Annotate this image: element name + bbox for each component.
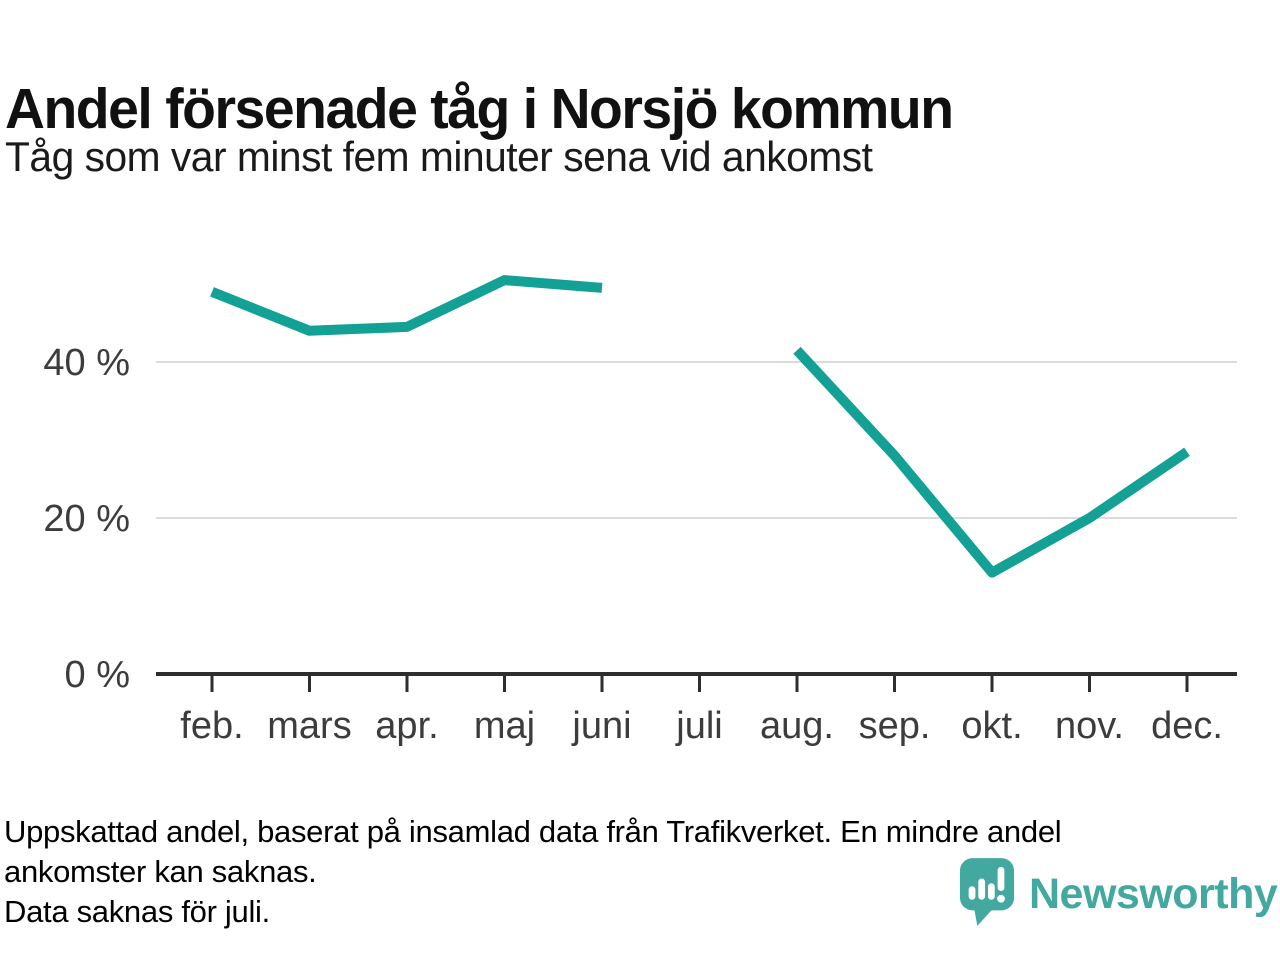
x-axis-label: sep. [859,705,931,747]
x-axis-label: dec. [1151,705,1223,747]
series-line [793,346,1190,578]
x-axis-label: mars [267,705,351,747]
chart-subtitle: Tåg som var minst fem minuter sena vid a… [5,133,873,180]
y-axis-label: 40 % [43,342,130,384]
x-axis-label: maj [474,705,535,747]
chart-title: Andel försenade tåg i Norsjö kommun [5,77,954,142]
series-line [210,275,603,336]
newsworthy-logo-text: Newsworthy [1029,870,1278,918]
footnote: Uppskattad andel, baserat på insamlad da… [4,812,1062,932]
newsworthy-logo: Newsworthy [958,856,1278,928]
x-axis-label: nov. [1055,705,1124,747]
y-axis-label: 0 % [65,654,130,696]
x-axis-label: feb. [180,705,243,747]
x-axis-label: juli [675,705,722,747]
x-axis-label: okt. [961,705,1022,747]
x-axis-label: aug. [760,705,834,747]
x-axis-label: juni [571,705,631,747]
footnote-line: Uppskattad andel, baserat på insamlad da… [4,814,1062,849]
footnote-line: ankomster kan saknas. [4,854,317,889]
y-axis-label: 20 % [43,498,130,540]
x-axis-label: apr. [375,705,438,747]
footnote-line: Data saknas för juli. [4,894,270,929]
newsworthy-logo-icon [959,858,1015,926]
